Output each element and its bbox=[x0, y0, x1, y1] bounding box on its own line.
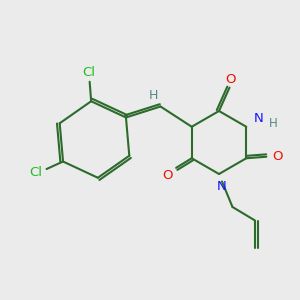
Text: Cl: Cl bbox=[29, 167, 42, 179]
Text: H: H bbox=[269, 117, 278, 130]
Text: O: O bbox=[163, 169, 173, 182]
Text: N: N bbox=[254, 112, 264, 125]
Text: N: N bbox=[217, 179, 227, 193]
Text: O: O bbox=[226, 73, 236, 86]
Text: O: O bbox=[272, 150, 283, 163]
Text: Cl: Cl bbox=[82, 66, 95, 79]
Text: H: H bbox=[148, 88, 158, 102]
